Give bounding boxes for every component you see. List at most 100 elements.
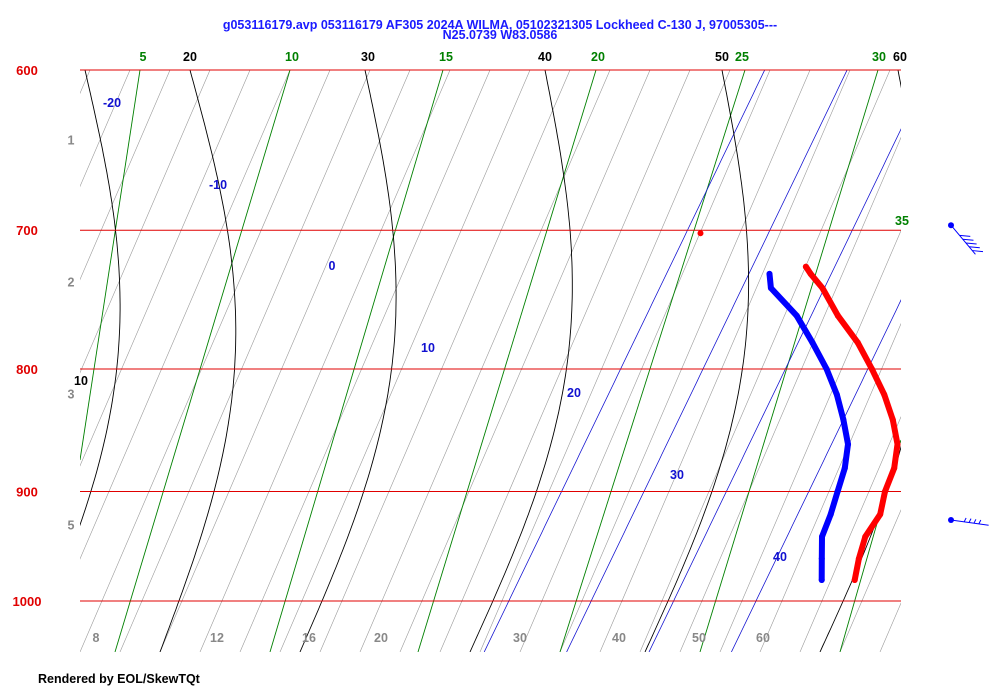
dewpoint-profile-point	[834, 488, 841, 495]
height-label: 3	[68, 388, 75, 402]
dewpoint-profile-point	[827, 511, 834, 518]
height-label: 1	[68, 133, 75, 147]
isobar-label: 900	[16, 484, 38, 499]
temperature-profile-point	[807, 270, 814, 277]
dewpoint-profile-point	[766, 270, 773, 277]
moist-adiabat-line	[920, 70, 1000, 652]
temperature-profile	[802, 263, 901, 583]
dewpoint-profile-point	[840, 416, 847, 423]
moist-adiabat-line	[439, 70, 691, 652]
mixing-ratio-line	[648, 128, 901, 652]
wind-barb-feather	[972, 250, 984, 253]
isotherm-value-label: 30	[670, 468, 684, 482]
wind-barb-feather	[973, 519, 977, 524]
dewpoint-profile-point	[845, 441, 852, 448]
wind-barb-feather	[969, 246, 980, 249]
isobar-label: 600	[16, 63, 38, 78]
moist-adiabat-line	[599, 70, 851, 652]
isotherm-top-label: 20	[183, 50, 197, 64]
wind-barb-feather	[959, 234, 971, 237]
moist-adiabat-line	[799, 416, 901, 652]
mixing-ratio-label: 60	[756, 631, 770, 645]
dry-adiabat-label: 35	[895, 214, 909, 228]
moist-adiabat-line	[519, 70, 771, 652]
wind-barb	[948, 516, 989, 526]
footer-credit: Rendered by EOL/SkewTQt	[38, 672, 200, 686]
moist-adiabat-line	[559, 70, 811, 652]
mixing-ratio-label: 50	[692, 631, 706, 645]
moist-adiabat-line	[80, 70, 291, 560]
moist-adiabat-line	[0, 70, 10, 652]
isotherm-line	[80, 70, 121, 527]
wind-barb	[948, 222, 984, 255]
dry-adiabat-label: 10	[285, 50, 299, 64]
moist-adiabat-line	[0, 70, 50, 652]
dry-adiabat-label: 20	[591, 50, 605, 64]
wind-barb-feather	[968, 518, 972, 523]
dry-adiabat-line	[114, 70, 291, 652]
temperature-profile-point	[834, 312, 841, 319]
moist-adiabat-line	[199, 70, 451, 652]
moist-adiabat-line	[479, 70, 731, 652]
dry-adiabat-line	[417, 70, 597, 652]
dewpoint-profile-point	[818, 576, 825, 583]
moist-adiabat-line	[159, 70, 411, 652]
isobar-label: 700	[16, 223, 38, 238]
moist-adiabat-line	[319, 70, 571, 652]
isobar-label: 800	[16, 362, 38, 377]
moist-adiabat-line	[279, 70, 531, 652]
temperature-profile-point	[802, 263, 809, 270]
isolated-temperature-point	[697, 230, 704, 237]
isotherm-value-label: 20	[567, 386, 581, 400]
moist-adiabat-line	[239, 70, 491, 652]
dewpoint-profile-point	[767, 285, 774, 292]
dewpoint-profile-point	[818, 555, 825, 562]
dewpoint-profile	[766, 270, 851, 583]
mixing-ratio-label: 12	[210, 631, 224, 645]
mixing-ratio-line	[566, 70, 848, 652]
mixing-ratio-label: 30	[513, 631, 527, 645]
wind-barb-staff	[950, 224, 976, 255]
temperature-profile-point	[862, 533, 869, 540]
wind-barb-feather	[963, 517, 967, 523]
temperature-profile-point	[868, 366, 875, 373]
temperature-profile-point	[851, 576, 858, 583]
chart-title: g053116179.avp 053116179 AF305 2024A WIL…	[222, 18, 778, 32]
dry-adiabat-line	[80, 70, 141, 461]
mixing-ratio-label: 8	[93, 631, 100, 645]
dry-adiabat-line	[559, 70, 746, 652]
isotherm-value-label: -20	[103, 96, 121, 110]
isotherm-line	[299, 70, 397, 652]
mixing-ratio-label: 16	[302, 631, 316, 645]
moist-adiabat-line	[719, 229, 901, 652]
dewpoint-profile-point	[841, 465, 848, 472]
mixing-ratio-label: 20	[374, 631, 388, 645]
moist-adiabat-line	[399, 70, 651, 652]
isotherm-line	[159, 70, 237, 652]
temperature-profile-point	[854, 339, 861, 346]
temperature-profile-point	[881, 391, 888, 398]
moist-adiabat-line	[80, 70, 251, 467]
wind-barb-feather	[965, 242, 977, 245]
isotherm-value-label: 10	[421, 341, 435, 355]
dry-adiabat-label: 30	[872, 50, 886, 64]
temperature-profile-point	[894, 441, 901, 448]
moist-adiabat-line	[80, 70, 211, 374]
temperature-profile-point	[819, 285, 826, 292]
temperature-profile-point	[889, 416, 896, 423]
dry-adiabat-label: 5	[140, 50, 147, 64]
isobar-label: 1000	[13, 594, 42, 609]
temperature-profile-point	[882, 488, 889, 495]
moist-adiabat-line	[879, 602, 901, 652]
mixing-ratio-label: 40	[612, 631, 626, 645]
moist-adiabat-line	[80, 70, 131, 188]
isotherm-top-label: 30	[361, 50, 375, 64]
isotherm-line	[644, 70, 750, 652]
mixing-ratio-line	[937, 70, 1000, 652]
dry-adiabat-label: 25	[735, 50, 749, 64]
moist-adiabat-line	[119, 70, 371, 652]
moist-adiabat-line	[359, 70, 611, 652]
isotherm-value-label: 0	[329, 259, 336, 273]
isotherm-value-label: -10	[209, 178, 227, 192]
